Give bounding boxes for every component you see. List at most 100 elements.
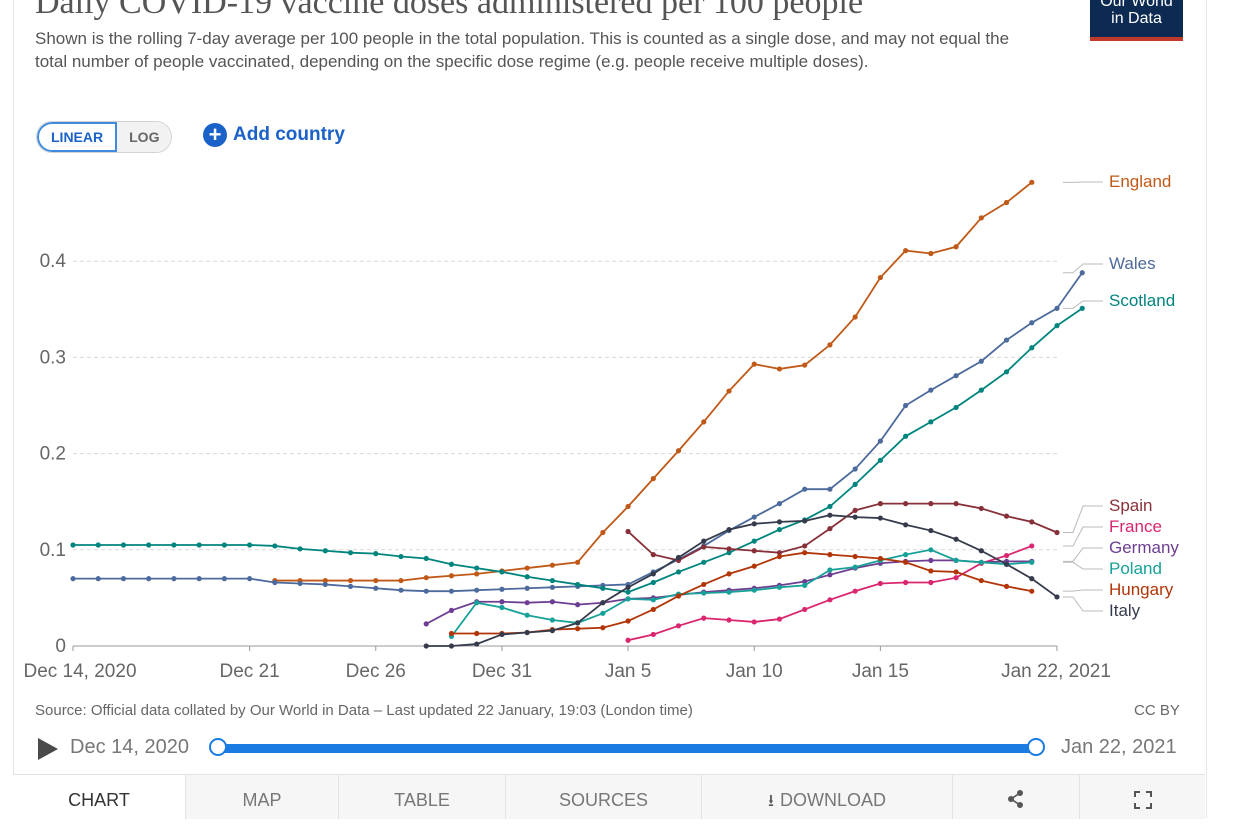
data-point-spain — [1004, 514, 1009, 519]
data-point-germany — [424, 621, 429, 626]
data-point-scotland — [878, 458, 883, 463]
data-point-hungary — [878, 556, 883, 561]
data-point-italy — [625, 585, 630, 590]
data-point-england — [373, 578, 378, 583]
data-point-wales — [474, 588, 479, 593]
tab-fullscreen[interactable] — [1079, 775, 1205, 819]
data-point-scotland — [424, 556, 429, 561]
data-point-england — [878, 275, 883, 280]
data-point-france — [1029, 543, 1034, 548]
data-point-scotland — [1080, 306, 1085, 311]
data-point-france — [726, 617, 731, 622]
y-tick-label: 0.4 — [40, 251, 67, 272]
legend-connector — [1063, 548, 1103, 561]
download-label: DOWNLOAD — [780, 790, 886, 810]
tab-map[interactable]: MAP — [185, 775, 338, 819]
data-point-scotland — [96, 542, 101, 547]
data-point-scotland — [272, 543, 277, 548]
timeline-start-handle[interactable] — [209, 738, 227, 756]
x-tick-label: Jan 10 — [726, 661, 783, 682]
data-point-scotland — [651, 580, 656, 585]
data-point-poland — [625, 596, 630, 601]
legend-label-scotland: Scotland — [1109, 291, 1175, 310]
data-point-hungary — [1029, 589, 1034, 594]
data-point-wales — [373, 586, 378, 591]
data-point-hungary — [928, 568, 933, 573]
data-point-england — [853, 314, 858, 319]
data-point-hungary — [953, 569, 958, 574]
data-point-france — [928, 580, 933, 585]
data-point-italy — [953, 537, 958, 542]
data-point-scotland — [752, 539, 757, 544]
data-point-scotland — [676, 569, 681, 574]
timeline-end-handle[interactable] — [1027, 738, 1045, 756]
data-point-spain — [853, 508, 858, 513]
data-point-england — [752, 362, 757, 367]
data-point-england — [550, 563, 555, 568]
tab-chart[interactable]: CHART — [13, 775, 185, 819]
timeline-end-label: Jan 22, 2021 — [1061, 736, 1177, 759]
data-point-wales — [499, 587, 504, 592]
data-point-italy — [1004, 562, 1009, 567]
data-point-wales — [550, 585, 555, 590]
data-point-poland — [827, 567, 832, 572]
data-point-italy — [701, 539, 706, 544]
data-point-italy — [550, 628, 555, 633]
data-point-italy — [525, 630, 530, 635]
data-point-england — [600, 530, 605, 535]
tab-sources[interactable]: SOURCES — [505, 775, 701, 819]
data-point-england — [474, 571, 479, 576]
data-point-hungary — [575, 626, 580, 631]
data-point-scotland — [146, 542, 151, 547]
data-point-france — [651, 632, 656, 637]
legend-label-poland: Poland — [1109, 559, 1162, 578]
timeline-track[interactable] — [218, 744, 1036, 753]
data-point-scotland — [171, 542, 176, 547]
x-tick-label: Jan 15 — [852, 661, 909, 682]
data-point-scotland — [348, 550, 353, 555]
legend-label-hungary: Hungary — [1109, 580, 1174, 599]
data-point-wales — [348, 584, 353, 589]
data-point-wales — [827, 487, 832, 492]
data-point-wales — [449, 589, 454, 594]
data-point-wales — [398, 588, 403, 593]
data-point-poland — [474, 600, 479, 605]
data-point-germany — [575, 602, 580, 607]
license-link[interactable]: CC BY — [1134, 702, 1180, 719]
data-point-england — [424, 575, 429, 580]
data-point-england — [449, 573, 454, 578]
data-point-italy — [474, 641, 479, 646]
data-point-england — [979, 215, 984, 220]
legend-connector — [1063, 562, 1103, 569]
data-point-france — [752, 619, 757, 624]
data-point-italy — [878, 515, 883, 520]
tab-share[interactable] — [952, 775, 1079, 819]
data-point-poland — [726, 590, 731, 595]
data-point-wales — [878, 438, 883, 443]
tab-download[interactable]: ⭳DOWNLOAD — [701, 775, 952, 819]
data-point-italy — [651, 571, 656, 576]
data-point-wales — [323, 582, 328, 587]
data-point-italy — [777, 519, 782, 524]
data-point-scotland — [121, 542, 126, 547]
data-point-scotland — [575, 582, 580, 587]
legend-label-spain: Spain — [1109, 496, 1152, 515]
data-point-italy — [903, 522, 908, 527]
data-point-france — [953, 575, 958, 580]
x-tick-label: Dec 26 — [346, 661, 406, 682]
play-icon[interactable] — [38, 738, 58, 760]
data-point-poland — [979, 560, 984, 565]
data-point-italy — [424, 643, 429, 648]
data-point-spain — [1054, 530, 1059, 535]
data-point-spain — [701, 544, 706, 549]
data-point-spain — [726, 546, 731, 551]
data-point-hungary — [474, 631, 479, 636]
data-point-france — [777, 616, 782, 621]
data-point-england — [1029, 180, 1034, 185]
legend-connector — [1063, 590, 1103, 591]
data-point-scotland — [853, 482, 858, 487]
data-point-scotland — [903, 434, 908, 439]
tab-table[interactable]: TABLE — [338, 775, 505, 819]
data-point-spain — [979, 506, 984, 511]
